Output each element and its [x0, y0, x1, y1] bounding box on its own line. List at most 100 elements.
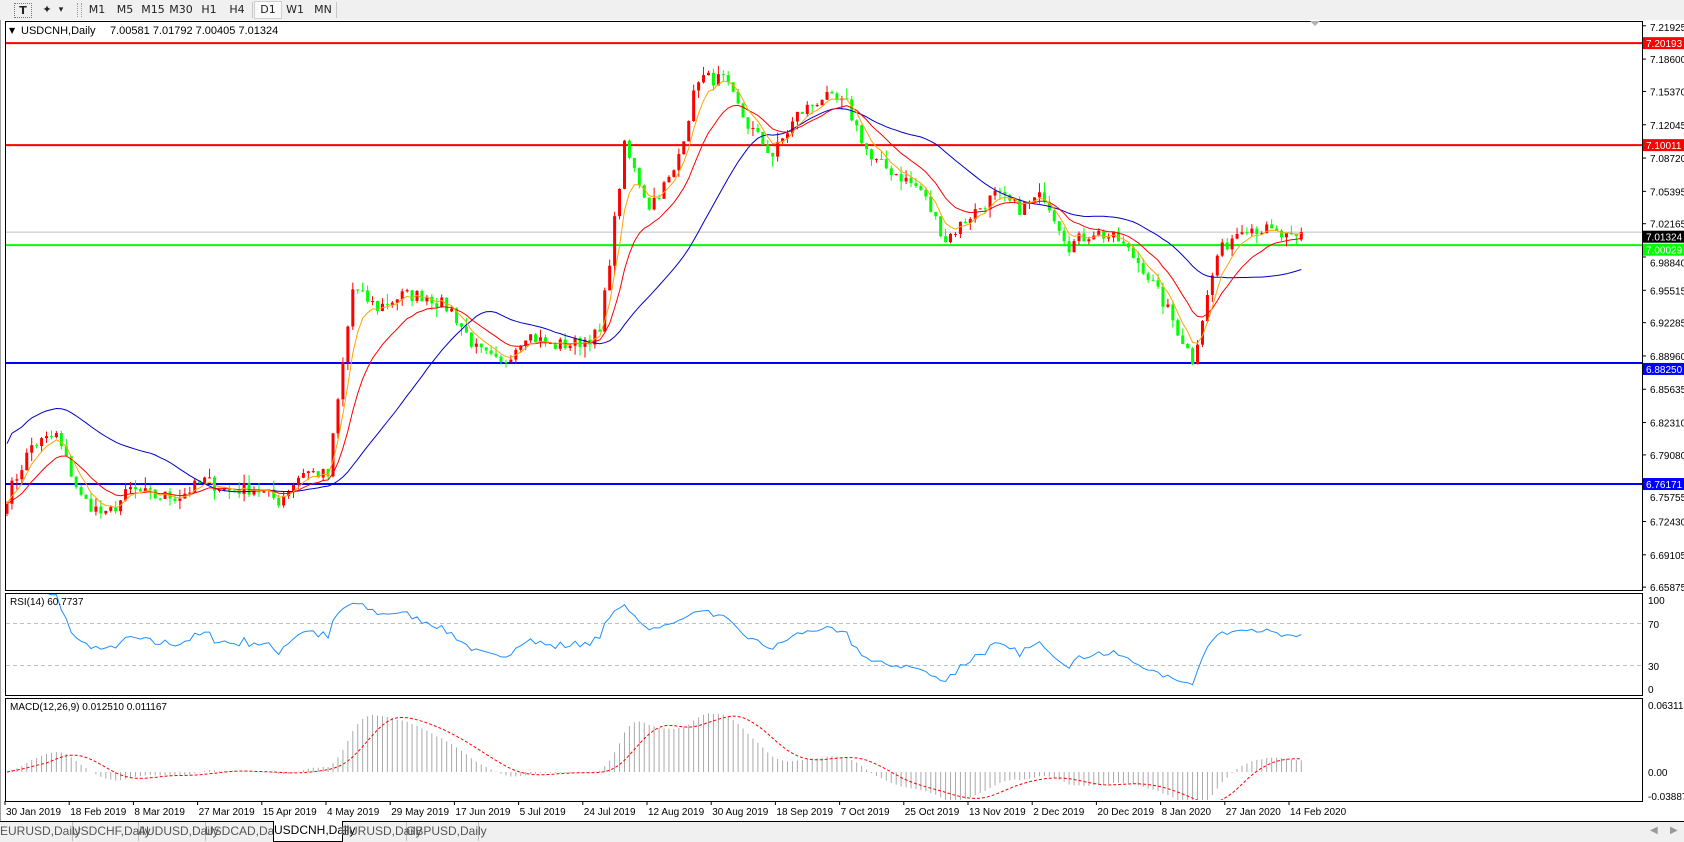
candle-body — [771, 152, 775, 157]
candle-body — [425, 296, 429, 302]
candle-body — [203, 477, 207, 483]
candle-body — [351, 289, 355, 327]
candle-body — [820, 99, 824, 105]
candle-body — [489, 350, 493, 354]
candle — [598, 323, 602, 332]
candle-body — [10, 480, 14, 504]
candle-body — [598, 329, 602, 332]
candle-body — [1220, 242, 1224, 256]
tab-eurusd-daily[interactable]: EURUSD,Daily — [0, 822, 81, 841]
candle-body — [998, 190, 1002, 193]
candle — [148, 485, 152, 500]
timeframe-d1-button[interactable]: D1 — [254, 1, 282, 19]
timeframe-w1-button[interactable]: W1 — [286, 3, 304, 16]
candle — [825, 85, 829, 101]
candle-body — [15, 479, 19, 481]
scroll-right-icon[interactable]: ▶ — [1670, 825, 1678, 836]
candle-body — [1018, 199, 1022, 215]
candle-body — [949, 233, 953, 243]
candle — [1171, 300, 1175, 328]
date-tick-label: 18 Sep 2019 — [776, 807, 833, 818]
candle — [282, 491, 286, 508]
toolbar-grip[interactable] — [77, 3, 82, 17]
candle — [771, 152, 775, 167]
candle — [1235, 227, 1239, 240]
candle — [74, 476, 78, 489]
candle-body — [706, 72, 710, 76]
candle-body — [1215, 255, 1219, 276]
candle — [884, 150, 888, 170]
tab-usdchf-daily[interactable]: USDCHF,Daily — [72, 822, 151, 841]
date-tick-label: 8 Mar 2019 — [134, 807, 185, 818]
timeframe-h4-button[interactable]: H4 — [229, 3, 245, 16]
timeframe-m5-button[interactable]: M5 — [116, 3, 134, 16]
candle — [336, 397, 340, 439]
candle-body — [1067, 241, 1071, 253]
candle-body — [49, 436, 53, 438]
candle — [944, 229, 948, 243]
timeframe-m1-button[interactable]: M1 — [88, 3, 106, 16]
candle-body — [316, 471, 320, 478]
chevron-down-icon[interactable]: ▾ — [58, 5, 64, 15]
candle-body — [682, 141, 686, 155]
price-tick-label: 6.85635 — [1650, 385, 1684, 396]
candle-body — [153, 489, 157, 499]
price-tick-label: 7.21925 — [1650, 23, 1684, 34]
candle-body — [331, 433, 335, 477]
candle — [820, 99, 824, 106]
candle — [366, 285, 370, 304]
candle — [973, 203, 977, 223]
candle-body — [395, 299, 399, 303]
candle-body — [287, 491, 291, 497]
candle-body — [54, 433, 58, 438]
candle-body — [272, 489, 276, 498]
timeframe-m30-button[interactable]: M30 — [169, 3, 193, 16]
line-tools-icon[interactable]: ✦ — [42, 3, 52, 16]
scroll-left-icon[interactable]: ◀ — [1650, 825, 1658, 836]
candle — [484, 347, 488, 355]
candle — [208, 468, 212, 479]
text-tool-icon[interactable]: T — [14, 3, 32, 18]
candle-body — [1280, 230, 1284, 238]
separator — [336, 2, 337, 18]
candle — [870, 148, 873, 166]
candle — [1131, 243, 1135, 259]
tab-audusd-daily[interactable]: AUDUSD,Daily — [138, 822, 219, 841]
timeframe-m15-button[interactable]: M15 — [141, 3, 165, 16]
candle — [474, 338, 478, 354]
candle-body — [64, 446, 68, 457]
timeframe-mn-button[interactable]: MN — [314, 3, 332, 16]
candle — [341, 357, 345, 407]
candle — [672, 169, 676, 178]
candle — [692, 84, 696, 123]
rsi-label: RSI(14) 60.7737 — [10, 597, 84, 608]
candle-body — [746, 117, 750, 129]
candle — [726, 71, 730, 86]
candle — [1191, 346, 1195, 366]
tab-eurusd-daily[interactable]: EURUSD,Daily — [341, 822, 422, 841]
separator — [252, 2, 253, 18]
candle-body — [618, 188, 622, 217]
candle-body — [795, 111, 799, 122]
candle-body — [578, 338, 582, 347]
candle-body — [321, 469, 325, 478]
timeframe-h1-button[interactable]: H1 — [201, 3, 217, 16]
tab-gbpusd-daily[interactable]: GBPUSD,Daily — [406, 822, 487, 841]
collapse-triangle-icon[interactable]: ▼ — [9, 26, 16, 35]
tab-usdcnh-daily[interactable]: USDCNH,Daily — [273, 821, 355, 842]
candle — [45, 431, 49, 443]
date-tick-label: 25 Oct 2019 — [905, 807, 960, 818]
candle — [702, 66, 706, 84]
candle — [953, 232, 957, 238]
chart-shift-marker-icon[interactable] — [1310, 21, 1320, 26]
candle-body — [1023, 202, 1027, 215]
date-tick-label: 27 Mar 2019 — [199, 807, 256, 818]
level-price-badge — [1643, 243, 1684, 256]
level-price-label: 7.00029 — [1646, 246, 1683, 257]
candle-body — [810, 104, 814, 106]
candle-body — [208, 477, 212, 479]
tab-usdcad-daily[interactable]: USDCAD,Daily — [205, 822, 286, 841]
candle — [395, 299, 399, 311]
candle-body — [504, 361, 508, 363]
